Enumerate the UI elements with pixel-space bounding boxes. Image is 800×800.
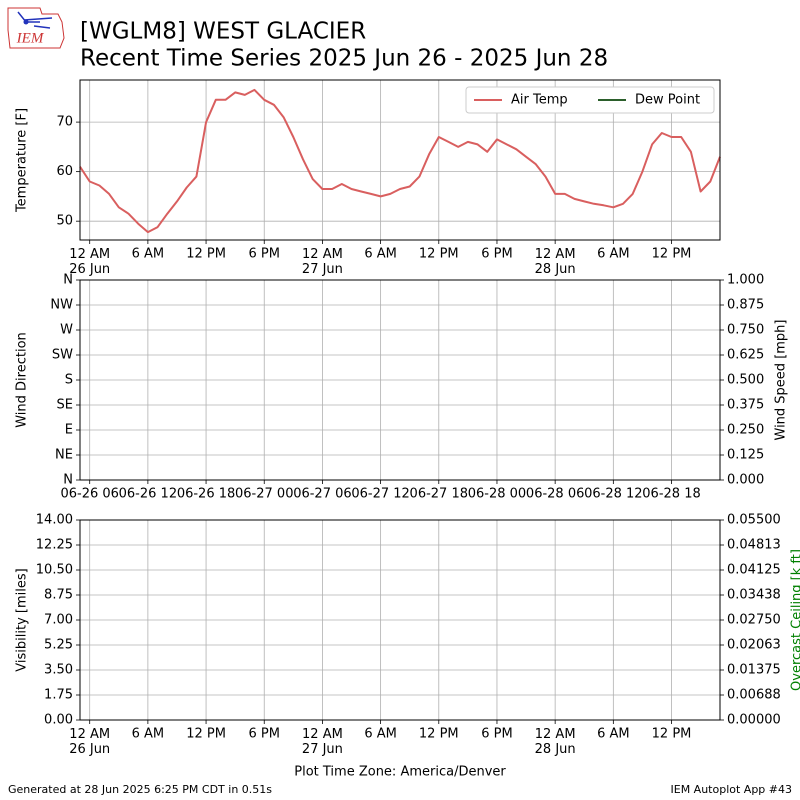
y-tick-label: 3.50	[44, 663, 73, 678]
chart-subtitle: Recent Time Series 2025 Jun 26 - 2025 Ju…	[80, 46, 608, 72]
x-tick-label: 06-27 12	[351, 487, 409, 502]
y-tick-label: N	[63, 273, 73, 288]
y-tick-label: 60	[56, 164, 73, 179]
y-tick-label: 5.25	[44, 638, 73, 653]
x-axis-label: Plot Time Zone: America/Denver	[294, 765, 506, 780]
y2-tick-label: 0.04813	[727, 538, 781, 553]
x-tick-label: 6 PM	[249, 727, 280, 742]
y2-axis-label: Overcast Ceiling [k ft]	[790, 549, 800, 691]
y-tick-label: 1.75	[44, 688, 73, 703]
y2-tick-label: 0.875	[727, 298, 764, 313]
x-tick-label: 06-26 18	[177, 487, 235, 502]
x-tick-label: 12 AM 26 Jun	[69, 727, 110, 757]
y2-tick-label: 0.625	[727, 348, 764, 363]
y-tick-label: SW	[52, 348, 73, 363]
y-tick-label: 7.00	[44, 613, 73, 628]
x-tick-label: 06-28 06	[526, 487, 584, 502]
x-tick-label: 12 AM 27 Jun	[302, 247, 343, 277]
series-line	[79, 88, 721, 234]
y2-axis-label: Wind Speed [mph]	[774, 320, 789, 441]
y2-tick-label: 0.02750	[727, 613, 781, 628]
plot-frame	[79, 519, 721, 721]
y2-tick-label: 0.250	[727, 423, 764, 438]
y-axis-label: Wind Direction	[15, 332, 30, 428]
x-tick-label: 12 PM	[419, 727, 459, 742]
x-tick-label: 06-27 00	[235, 487, 293, 502]
x-tick-label: 06-26 12	[119, 487, 177, 502]
x-tick-label: 06-26 06	[60, 487, 118, 502]
x-tick-label: 6 AM	[364, 727, 397, 742]
x-tick-label: 12 AM 28 Jun	[535, 727, 576, 757]
y-tick-label: 14.00	[36, 513, 73, 528]
x-tick-label: 6 AM	[132, 247, 165, 262]
y2-tick-label: 0.05500	[727, 513, 781, 528]
y-tick-label: N	[63, 473, 73, 488]
plot-frame	[79, 279, 721, 481]
x-tick-label: 6 AM	[132, 727, 165, 742]
y2-tick-label: 0.03438	[727, 588, 781, 603]
x-tick-label: 12 PM	[186, 727, 226, 742]
x-tick-label: 06-27 18	[410, 487, 468, 502]
logo: IEM	[7, 7, 65, 49]
y2-tick-label: 0.750	[727, 323, 764, 338]
y2-tick-label: 0.125	[727, 448, 764, 463]
y-tick-label: 8.75	[44, 588, 73, 603]
y2-tick-label: 0.375	[727, 398, 764, 413]
y-tick-label: 50	[56, 214, 73, 229]
x-tick-label: 12 AM 26 Jun	[69, 247, 110, 277]
y-tick-label: 70	[56, 115, 73, 130]
legend-label: Air Temp	[511, 93, 568, 108]
legend-label: Dew Point	[635, 93, 700, 108]
y-tick-label: W	[60, 323, 73, 338]
y2-tick-label: 0.500	[727, 373, 764, 388]
logo-text: IEM	[16, 30, 45, 46]
x-tick-label: 6 PM	[481, 727, 512, 742]
x-tick-label: 12 AM 27 Jun	[302, 727, 343, 757]
y2-tick-label: 0.02063	[727, 638, 781, 653]
y-tick-label: NW	[50, 298, 73, 313]
footer-right: IEM Autoplot App #43	[671, 783, 793, 796]
chart-title: [WGLM8] WEST GLACIER	[80, 19, 366, 45]
x-tick-label: 6 AM	[597, 727, 630, 742]
y2-tick-label: 0.04125	[727, 563, 781, 578]
y-tick-label: S	[65, 373, 73, 388]
y-tick-label: 12.25	[36, 538, 73, 553]
y-axis-label: Visibility [miles]	[15, 568, 30, 671]
x-tick-label: 6 AM	[597, 247, 630, 262]
x-tick-label: 06-27 06	[293, 487, 351, 502]
x-tick-label: 12 PM	[652, 727, 692, 742]
x-tick-label: 12 PM	[652, 247, 692, 262]
y-tick-label: 10.50	[36, 563, 73, 578]
logo-dot	[23, 19, 29, 25]
y2-tick-label: 0.00688	[727, 688, 781, 703]
plot-frame	[79, 79, 721, 241]
legend-box	[465, 86, 715, 114]
x-tick-label: 6 PM	[481, 247, 512, 262]
x-tick-label: 06-28 18	[642, 487, 700, 502]
x-tick-label: 06-28 12	[584, 487, 642, 502]
x-tick-label: 6 PM	[249, 247, 280, 262]
y2-tick-label: 0.000	[727, 473, 764, 488]
footer-left: Generated at 28 Jun 2025 6:25 PM CDT in …	[8, 783, 272, 796]
y-tick-label: 0.00	[44, 713, 73, 728]
y-tick-label: NE	[55, 448, 73, 463]
x-tick-label: 12 AM 28 Jun	[535, 247, 576, 277]
x-tick-label: 12 PM	[186, 247, 226, 262]
legend: Air Temp Dew Point	[465, 86, 715, 114]
y-tick-label: SE	[57, 398, 73, 413]
y2-tick-label: 1.000	[727, 273, 764, 288]
y2-tick-label: 0.00000	[727, 713, 781, 728]
y-axis-label: Temperature [F]	[15, 108, 30, 213]
x-tick-label: 06-28 00	[468, 487, 526, 502]
x-tick-label: 6 AM	[364, 247, 397, 262]
y2-tick-label: 0.01375	[727, 663, 781, 678]
x-tick-label: 12 PM	[419, 247, 459, 262]
y-tick-label: E	[65, 423, 73, 438]
